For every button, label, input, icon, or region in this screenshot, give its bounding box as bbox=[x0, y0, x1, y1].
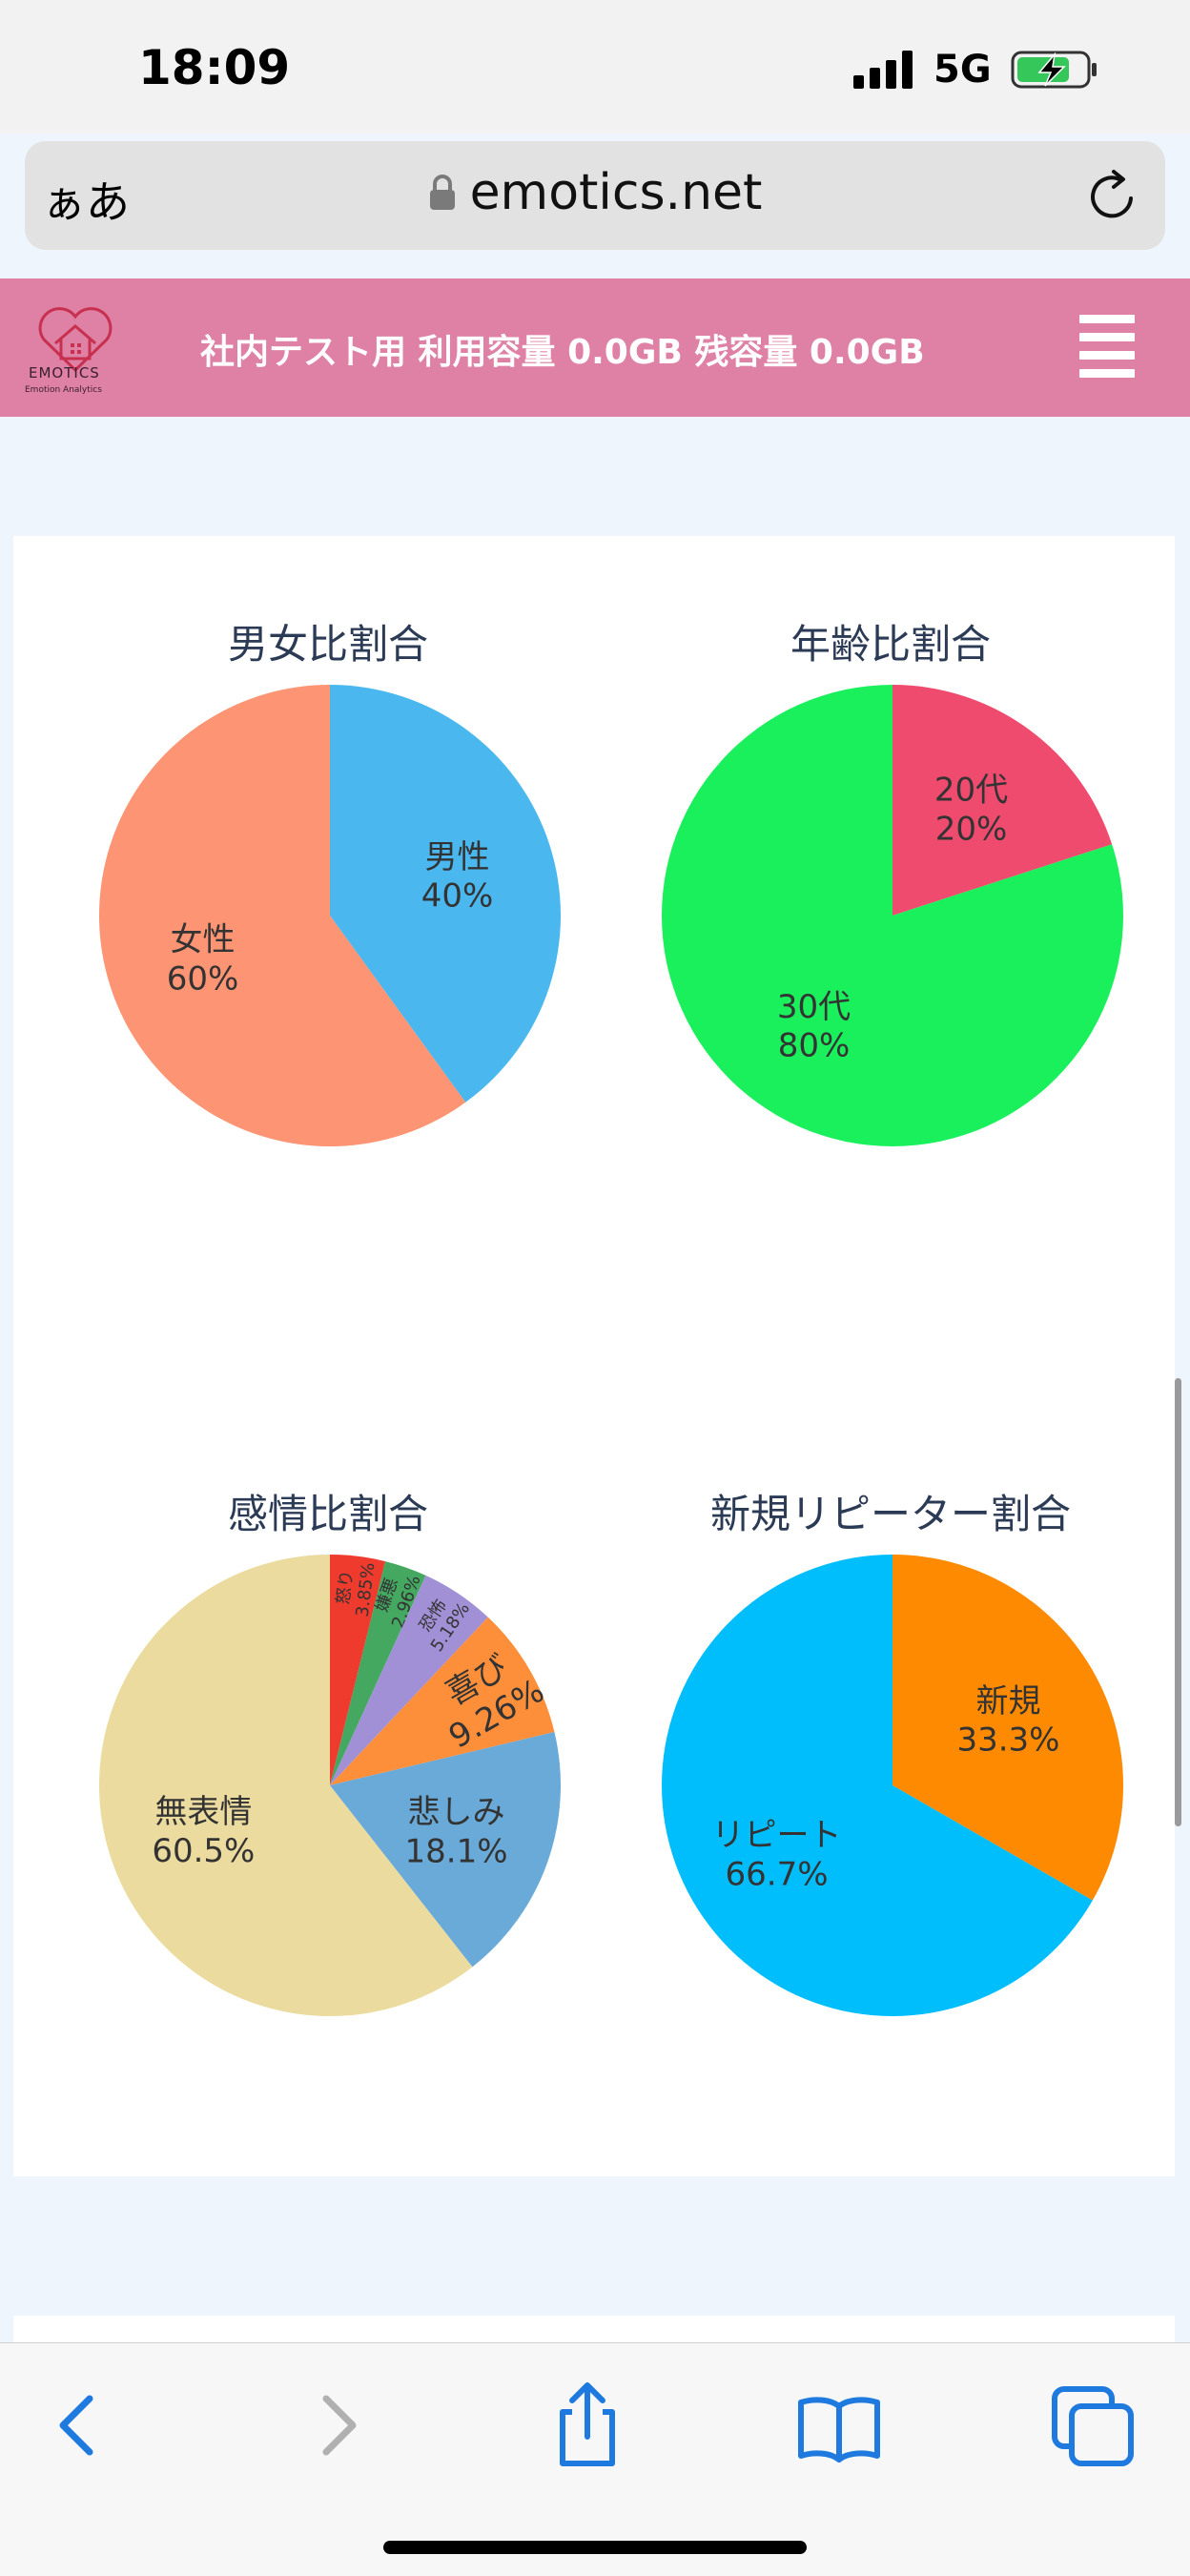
url-display[interactable]: emotics.net bbox=[25, 164, 1165, 221]
pie-label-name: 無表情 bbox=[154, 1793, 252, 1831]
status-time: 18:09 bbox=[138, 40, 291, 95]
pie-slice-1[interactable] bbox=[662, 685, 1123, 1146]
chevron-left-icon[interactable] bbox=[31, 2378, 126, 2473]
share-icon[interactable] bbox=[540, 2378, 635, 2473]
pie-label-1: 嫌悪2.96% bbox=[372, 1573, 425, 1631]
pie-slice-5[interactable] bbox=[99, 1555, 473, 2016]
lock-icon bbox=[429, 175, 455, 210]
pie-label-value: 33.3% bbox=[956, 1721, 1059, 1760]
pie-label-value: 18.1% bbox=[405, 1832, 508, 1870]
emotics-logo-icon[interactable] bbox=[23, 296, 128, 402]
tabs-icon[interactable] bbox=[1045, 2378, 1140, 2473]
hamburger-menu-icon[interactable] bbox=[1079, 315, 1135, 378]
chart-title: 新規リピーター割合 bbox=[709, 1491, 1071, 1537]
pie-slice-4[interactable] bbox=[330, 1731, 561, 1968]
home-indicator bbox=[383, 2541, 807, 2554]
pie-slice-2[interactable] bbox=[330, 1575, 488, 1785]
pie-label-name: 新規 bbox=[975, 1682, 1040, 1721]
browser-toolbar bbox=[0, 2342, 1190, 2576]
pie-slice-0[interactable] bbox=[892, 685, 1113, 916]
usage-summary: 社内テスト用 利用容量 0.0GB 残容量 0.0GB bbox=[200, 333, 925, 372]
pie-label-name: 怒り bbox=[334, 1569, 358, 1605]
chart-title: 感情比割合 bbox=[227, 1491, 428, 1537]
pie-slice-1[interactable] bbox=[99, 685, 466, 1146]
logo-text: EMOTICS bbox=[29, 364, 100, 381]
pie-label-value: 66.7% bbox=[726, 1855, 829, 1893]
pie-slice-1[interactable] bbox=[330, 1561, 426, 1785]
reader-options-button[interactable]: ぁあ bbox=[42, 176, 130, 228]
pie-slice-0[interactable] bbox=[892, 1555, 1123, 1901]
pie-slice-3[interactable] bbox=[330, 1617, 555, 1785]
logo-subtext: Emotion Analytics bbox=[25, 385, 102, 395]
chart-title: 男女比割合 bbox=[227, 621, 428, 668]
emotion-pie: 怒り3.85%嫌悪2.96%恐怖5.18%喜び9.26%悲しみ18.1%無表情6… bbox=[99, 1555, 561, 2016]
pie-label-value: 60.5% bbox=[152, 1832, 255, 1870]
signal-icon bbox=[853, 51, 913, 89]
pie-label-value: 60% bbox=[167, 959, 239, 998]
app-header: EMOTICS Emotion Analytics 社内テスト用 利用容量 0.… bbox=[0, 278, 1190, 417]
pie-label-name: 20代 bbox=[934, 772, 1008, 810]
pie-slice-1[interactable] bbox=[662, 1555, 1093, 2016]
pie-slice-0[interactable] bbox=[330, 1555, 386, 1785]
battery-charging-icon bbox=[1011, 51, 1097, 89]
pie-label-name: リピート bbox=[712, 1817, 842, 1855]
pie-slice-0[interactable] bbox=[330, 685, 561, 1103]
pie-label-value: 20% bbox=[935, 810, 1008, 848]
pie-label-name: 悲しみ bbox=[408, 1793, 505, 1831]
scrollbar[interactable] bbox=[1175, 1378, 1181, 1826]
chart-title: 年齢比割合 bbox=[790, 621, 991, 668]
reload-icon[interactable] bbox=[1085, 166, 1140, 223]
status-indicators: 5G bbox=[853, 46, 1100, 93]
pie-label-name: 男性 bbox=[424, 838, 489, 876]
pie-label-name: 女性 bbox=[171, 921, 236, 959]
chevron-right-icon[interactable] bbox=[290, 2378, 385, 2473]
address-bar[interactable]: ぁあ emotics.net bbox=[25, 141, 1165, 250]
pie-label-value: 40% bbox=[421, 877, 494, 916]
status-bar: 18:09 5G bbox=[0, 0, 1190, 134]
pie-label-name: 30代 bbox=[777, 988, 851, 1026]
charts-card: 男女比割合 男性 40% 女性 60% 年齢比割合 20代 20% 30代 80% 感情比割… bbox=[13, 536, 1175, 2176]
network-label: 5G bbox=[934, 48, 992, 92]
pie-label-value: 80% bbox=[778, 1027, 851, 1065]
book-icon[interactable] bbox=[791, 2378, 887, 2473]
url-text[interactable]: emotics.net bbox=[469, 164, 763, 221]
